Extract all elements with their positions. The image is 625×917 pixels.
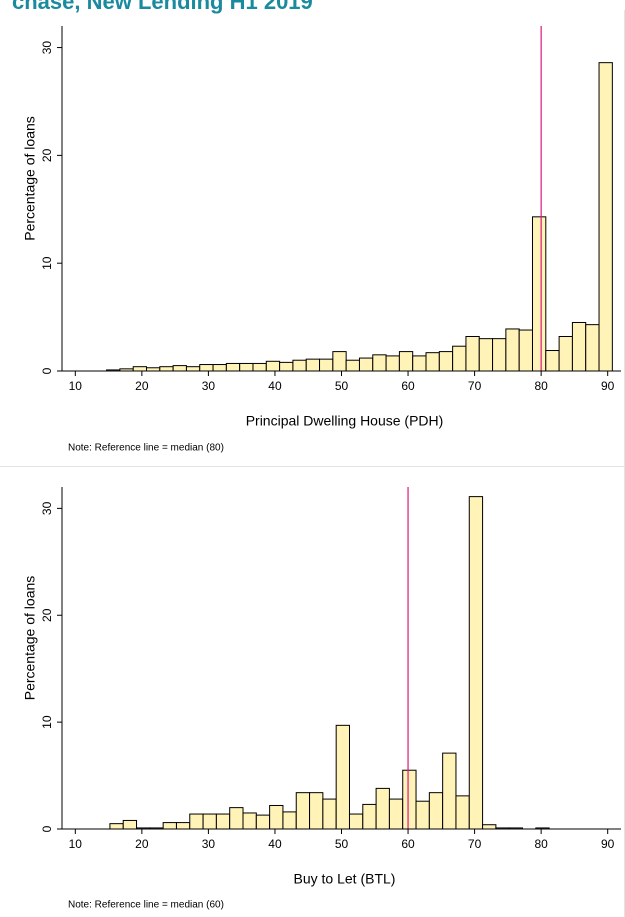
- histogram-bar: [172, 365, 187, 372]
- histogram-bar: [492, 338, 507, 372]
- histogram-bar: [345, 359, 360, 372]
- y-tick-label: 30: [40, 41, 54, 55]
- histogram-bar: [175, 822, 191, 830]
- histogram-bar: [558, 336, 573, 372]
- histogram-bar: [199, 364, 214, 372]
- y-tick-label: 10: [40, 715, 54, 729]
- histogram-bar: [505, 328, 520, 372]
- histogram-bar: [385, 355, 400, 372]
- x-tick-label: 90: [601, 379, 615, 393]
- y-tick-label: 0: [40, 367, 54, 374]
- histogram-bar: [109, 823, 124, 830]
- histogram-bar: [362, 803, 377, 830]
- y-tick-label: 0: [40, 825, 54, 832]
- x-tick-label: 20: [135, 837, 149, 851]
- histogram-bar: [518, 329, 533, 372]
- histogram-bar: [482, 824, 497, 830]
- histogram-bar: [412, 355, 427, 372]
- histogram-bar: [402, 769, 417, 830]
- histogram-bar: [545, 350, 560, 372]
- x-tick-label: 60: [401, 379, 415, 393]
- x-axis-title: Principal Dwelling House (PDH): [246, 413, 444, 429]
- histogram-bar: [585, 324, 600, 372]
- histogram-bar: [478, 338, 494, 372]
- x-tick-label: 60: [401, 837, 415, 851]
- histogram-bar: [465, 336, 480, 372]
- y-tick-label: 30: [40, 501, 54, 515]
- x-axis-title: Buy to Let (BTL): [294, 871, 396, 887]
- y-tick-label: 10: [40, 256, 54, 270]
- y-tick-label: 20: [40, 148, 54, 162]
- y-tick-label: 20: [40, 608, 54, 622]
- histogram-bar: [282, 811, 297, 830]
- histogram-bar: [531, 216, 547, 372]
- y-axis-title: Percentage of loans: [22, 116, 38, 241]
- histogram-bar: [322, 798, 337, 830]
- histogram-bar: [252, 362, 267, 372]
- histogram-bar: [309, 792, 324, 830]
- histogram-bar: [468, 496, 484, 830]
- histogram-bar: [295, 792, 311, 830]
- histogram-bar: [348, 813, 364, 830]
- histogram-bar: [255, 814, 271, 830]
- histogram-bar: [185, 366, 201, 372]
- histogram-bar: [162, 822, 177, 830]
- histogram-bar: [132, 366, 148, 372]
- page-title: chase, New Lending H1 2019: [12, 0, 313, 14]
- histogram-bar: [202, 813, 217, 830]
- x-tick-label: 40: [268, 379, 282, 393]
- histogram-bar: [269, 804, 284, 830]
- histogram-bar: [332, 351, 347, 372]
- histogram-bar: [305, 358, 321, 372]
- histogram-bar: [415, 800, 430, 830]
- histogram-bar: [598, 62, 613, 372]
- histogram-bar: [452, 345, 467, 372]
- histogram-bar: [438, 351, 454, 372]
- x-tick-label: 30: [202, 379, 216, 393]
- histogram-bar: [375, 787, 390, 830]
- histogram-bar: [189, 813, 204, 830]
- x-tick-label: 20: [135, 379, 149, 393]
- histogram-bar: [571, 321, 587, 372]
- x-tick-label: 40: [268, 837, 282, 851]
- histogram-bar: [455, 795, 470, 830]
- histogram-bar: [319, 358, 334, 372]
- x-tick-label: 30: [202, 837, 216, 851]
- x-tick-label: 10: [69, 837, 83, 851]
- note: Note: Reference line = median (60): [68, 900, 224, 911]
- x-tick-label: 10: [69, 379, 83, 393]
- histogram-bar: [242, 812, 257, 830]
- histogram-bar: [279, 361, 294, 372]
- histogram-bar: [335, 724, 350, 830]
- histogram-bar: [372, 354, 387, 372]
- x-tick-label: 70: [468, 379, 482, 393]
- x-tick-label: 70: [468, 837, 482, 851]
- histogram-bar: [428, 792, 444, 830]
- x-tick-label: 50: [335, 379, 349, 393]
- histogram-bar: [358, 357, 374, 372]
- y-axis-title: Percentage of loans: [22, 576, 38, 701]
- note: Note: Reference line = median (80): [68, 443, 224, 454]
- histogram-bar: [212, 364, 227, 372]
- x-tick-label: 80: [534, 837, 548, 851]
- x-tick-label: 50: [335, 837, 349, 851]
- x-tick-label: 90: [601, 837, 615, 851]
- histogram-bar: [122, 819, 138, 830]
- histogram-bar: [239, 362, 254, 372]
- histogram-bar: [292, 359, 307, 372]
- histogram-bar: [265, 360, 281, 372]
- histogram-bar: [215, 813, 231, 830]
- histogram-bar: [425, 352, 440, 372]
- histogram-bar: [388, 798, 404, 830]
- x-tick-label: 80: [534, 379, 548, 393]
- histogram-bar: [159, 366, 174, 372]
- histogram-bar: [225, 362, 241, 372]
- histogram-bar: [229, 807, 244, 830]
- histogram-bar: [442, 752, 457, 830]
- histogram-bar: [398, 351, 414, 372]
